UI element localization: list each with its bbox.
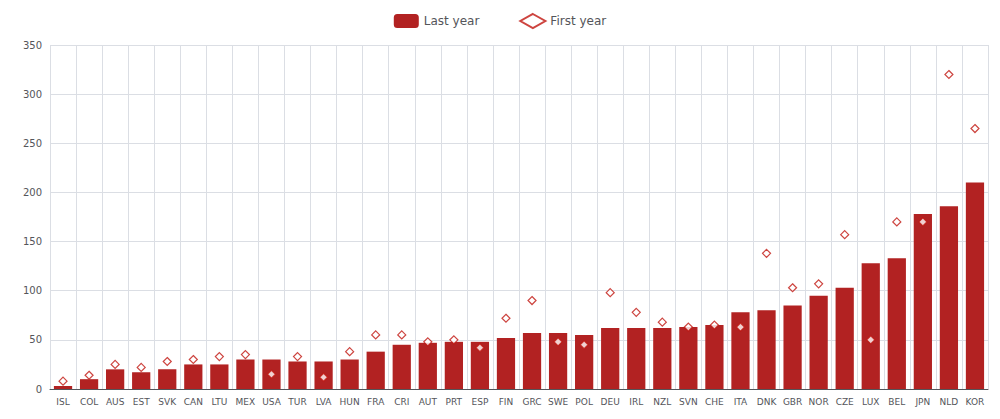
svg-text:NZL: NZL	[653, 397, 671, 407]
svg-text:BEL: BEL	[888, 397, 905, 407]
svg-text:SVK: SVK	[158, 397, 177, 407]
svg-text:250: 250	[23, 138, 42, 149]
svg-text:GRC: GRC	[522, 397, 541, 407]
svg-text:JPN: JPN	[914, 397, 930, 407]
svg-text:USA: USA	[262, 397, 281, 407]
svg-text:CHE: CHE	[705, 397, 724, 407]
svg-text:DEU: DEU	[601, 397, 620, 407]
svg-text:SWE: SWE	[548, 397, 569, 407]
svg-text:ESP: ESP	[472, 397, 489, 407]
svg-text:IRL: IRL	[629, 397, 643, 407]
svg-text:LVA: LVA	[316, 397, 333, 407]
svg-text:LTU: LTU	[211, 397, 227, 407]
svg-text:FIN: FIN	[499, 397, 514, 407]
svg-text:AUS: AUS	[106, 397, 125, 407]
svg-text:150: 150	[23, 236, 42, 247]
svg-text:NLD: NLD	[940, 397, 959, 407]
svg-text:NOR: NOR	[809, 397, 829, 407]
svg-text:0: 0	[36, 384, 42, 395]
svg-text:ISL: ISL	[56, 397, 69, 407]
svg-text:SVN: SVN	[679, 397, 698, 407]
svg-text:ITA: ITA	[734, 397, 748, 407]
svg-text:CRI: CRI	[394, 397, 409, 407]
svg-text:CAN: CAN	[184, 397, 203, 407]
svg-text:300: 300	[23, 89, 42, 100]
svg-text:FRA: FRA	[367, 397, 385, 407]
svg-text:350: 350	[23, 40, 42, 51]
svg-text:First year: First year	[550, 14, 606, 28]
svg-text:EST: EST	[133, 397, 150, 407]
svg-text:LUX: LUX	[862, 397, 879, 407]
svg-text:HUN: HUN	[340, 397, 360, 407]
svg-text:Last year: Last year	[424, 14, 480, 28]
svg-text:AUT: AUT	[419, 397, 438, 407]
svg-text:PRT: PRT	[446, 397, 463, 407]
svg-text:200: 200	[23, 187, 42, 198]
svg-text:CZE: CZE	[836, 397, 854, 407]
svg-text:TUR: TUR	[287, 397, 306, 407]
svg-text:GBR: GBR	[783, 397, 802, 407]
svg-text:POL: POL	[575, 397, 593, 407]
svg-text:DNK: DNK	[757, 397, 778, 407]
svg-text:100: 100	[23, 285, 42, 296]
svg-text:50: 50	[29, 334, 42, 345]
svg-text:MEX: MEX	[236, 397, 256, 407]
svg-text:KOR: KOR	[966, 397, 985, 407]
svg-text:COL: COL	[80, 397, 98, 407]
